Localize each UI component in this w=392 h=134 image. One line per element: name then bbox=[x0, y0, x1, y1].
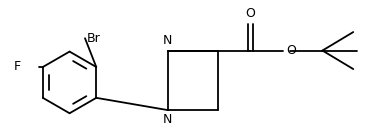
Text: O: O bbox=[245, 7, 256, 20]
Text: N: N bbox=[163, 113, 172, 126]
Text: F: F bbox=[14, 60, 21, 74]
Text: Br: Br bbox=[87, 32, 101, 45]
Text: O: O bbox=[286, 44, 296, 57]
Text: N: N bbox=[163, 34, 172, 47]
